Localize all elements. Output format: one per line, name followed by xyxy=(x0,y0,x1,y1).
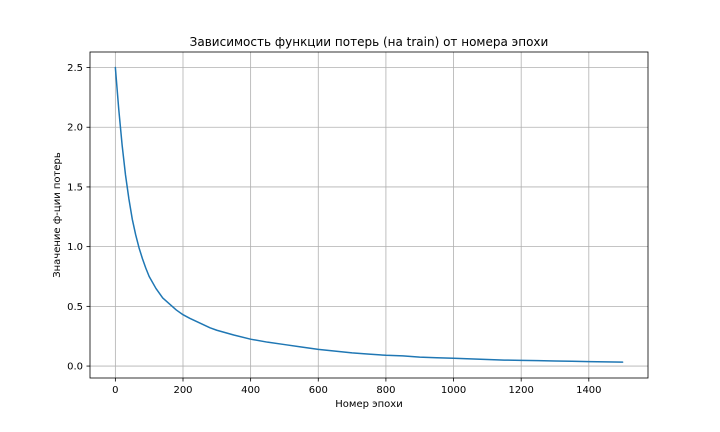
x-tick-label: 800 xyxy=(376,385,395,396)
x-tick-label: 1400 xyxy=(576,385,601,396)
chart-title: Зависимость функции потерь (на train) от… xyxy=(190,35,549,49)
x-tick-label: 1200 xyxy=(508,385,533,396)
y-axis-label: Значение ф-ции потерь xyxy=(52,152,63,278)
tick-layer: 0 200 400 600 800 1000 1200 1400 0.0 0.5 1.0 1.5 2.0… xyxy=(67,63,601,396)
x-tick-label: 600 xyxy=(309,385,328,396)
x-tick-label: 1000 xyxy=(441,385,466,396)
y-tick-label: 0.5 xyxy=(67,302,83,313)
x-tick-label: 0 xyxy=(112,385,118,396)
x-tick-label: 200 xyxy=(173,385,192,396)
y-tick-label: 2.5 xyxy=(67,63,83,74)
y-tick-label: 1.0 xyxy=(67,242,83,253)
x-axis-label: Номер эпохи xyxy=(335,399,402,410)
y-tick-label: 2.0 xyxy=(67,123,83,134)
y-tick-label: 1.5 xyxy=(67,182,83,193)
plot-frame xyxy=(89,51,649,379)
series-layer xyxy=(114,66,624,363)
grid xyxy=(90,52,648,378)
y-tick-label: 0.0 xyxy=(67,362,83,373)
loss-series-line xyxy=(114,66,624,363)
x-tick-label: 400 xyxy=(241,385,260,396)
